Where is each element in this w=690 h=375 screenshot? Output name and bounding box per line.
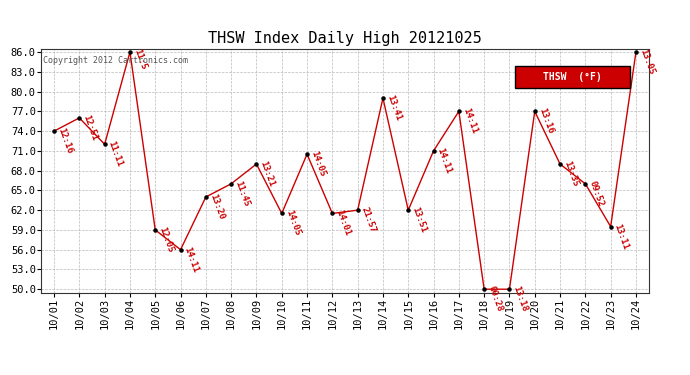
Point bbox=[200, 194, 211, 200]
Text: 14:05: 14:05 bbox=[309, 150, 327, 178]
Text: 12:51: 12:51 bbox=[81, 114, 99, 142]
Point bbox=[226, 181, 237, 187]
Text: 14:11: 14:11 bbox=[461, 107, 479, 135]
Point bbox=[74, 115, 85, 121]
Point bbox=[99, 141, 110, 147]
Text: THSW  (°F): THSW (°F) bbox=[543, 72, 602, 82]
Point bbox=[48, 128, 59, 134]
Text: 11:45: 11:45 bbox=[233, 179, 251, 208]
Text: Copyright 2012 Cartronics.com: Copyright 2012 Cartronics.com bbox=[43, 56, 188, 65]
Point bbox=[555, 161, 566, 167]
Point bbox=[276, 210, 287, 216]
Text: 11:5: 11:5 bbox=[132, 48, 148, 71]
Point bbox=[302, 151, 313, 157]
Point bbox=[580, 181, 591, 187]
Point bbox=[428, 148, 439, 154]
Text: 14:05: 14:05 bbox=[284, 209, 302, 237]
Text: 13:21: 13:21 bbox=[259, 160, 276, 188]
Point bbox=[453, 108, 464, 114]
Point bbox=[377, 95, 388, 101]
Point bbox=[124, 49, 135, 55]
Text: 11:11: 11:11 bbox=[107, 140, 124, 168]
Text: 12:16: 12:16 bbox=[56, 127, 74, 155]
Point bbox=[352, 207, 363, 213]
Point bbox=[504, 286, 515, 292]
Text: 13:16: 13:16 bbox=[537, 107, 555, 135]
FancyBboxPatch shape bbox=[515, 66, 631, 88]
Text: 13:18: 13:18 bbox=[511, 285, 529, 313]
Text: 09:52: 09:52 bbox=[587, 179, 605, 208]
Text: 12:05: 12:05 bbox=[157, 225, 175, 254]
Text: 13:35: 13:35 bbox=[562, 160, 580, 188]
Text: 13:51: 13:51 bbox=[411, 206, 428, 234]
Text: 13:05: 13:05 bbox=[638, 48, 655, 76]
Point bbox=[529, 108, 540, 114]
Point bbox=[631, 49, 642, 55]
Text: 14:01: 14:01 bbox=[335, 209, 352, 237]
Title: THSW Index Daily High 20121025: THSW Index Daily High 20121025 bbox=[208, 31, 482, 46]
Point bbox=[327, 210, 338, 216]
Text: 13:11: 13:11 bbox=[613, 222, 631, 251]
Text: 00:28: 00:28 bbox=[486, 285, 504, 313]
Text: 13:20: 13:20 bbox=[208, 193, 226, 221]
Text: 14:11: 14:11 bbox=[183, 245, 200, 274]
Point bbox=[175, 247, 186, 253]
Point bbox=[251, 161, 262, 167]
Text: 21:57: 21:57 bbox=[359, 206, 377, 234]
Point bbox=[479, 286, 490, 292]
Point bbox=[150, 227, 161, 233]
Text: 13:41: 13:41 bbox=[385, 94, 403, 122]
Text: 14:11: 14:11 bbox=[435, 147, 453, 175]
Point bbox=[403, 207, 414, 213]
Point bbox=[605, 224, 616, 230]
